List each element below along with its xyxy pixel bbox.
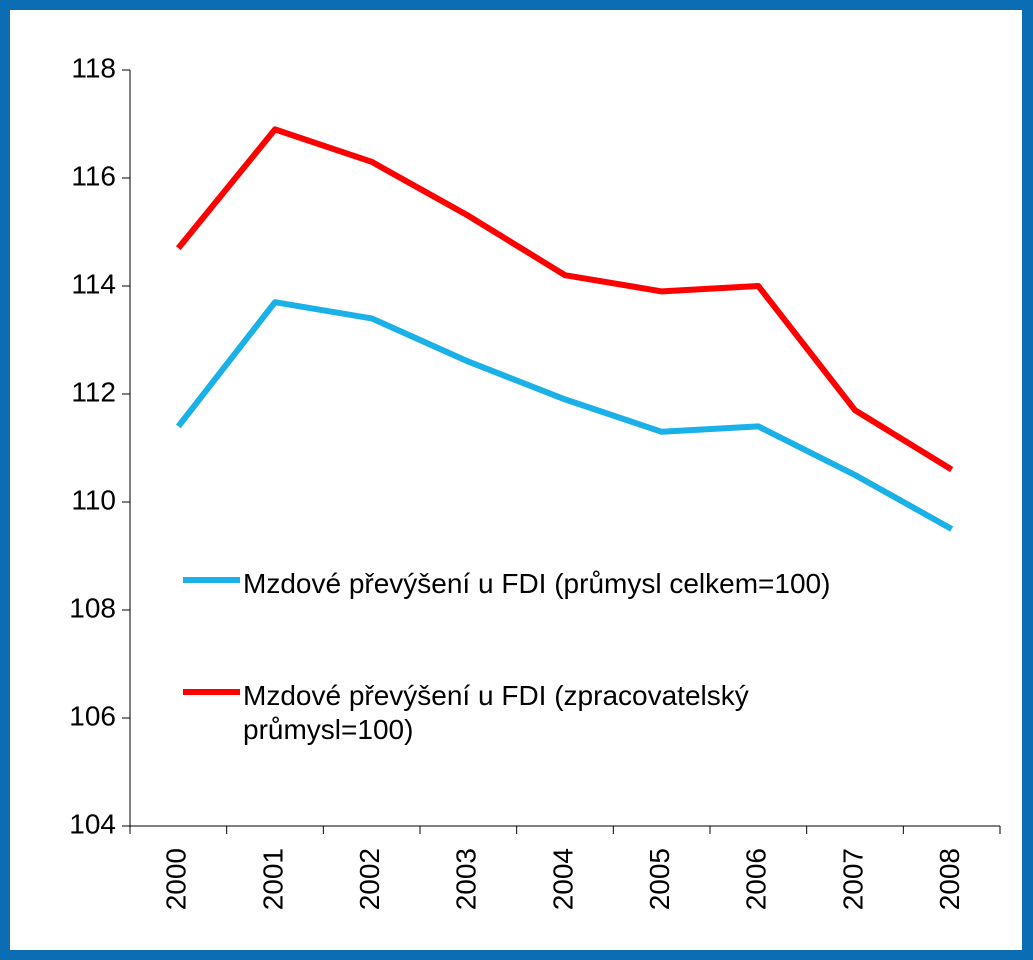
y-tick-label: 118 <box>71 52 116 83</box>
plot-background <box>10 10 1022 950</box>
legend-label: Mzdové převýšení u FDI (průmysl celkem=1… <box>243 568 831 599</box>
x-tick-label: 2007 <box>837 848 868 910</box>
x-tick-label: 2006 <box>741 848 772 910</box>
y-tick-label: 116 <box>71 160 116 191</box>
x-tick-label: 2003 <box>451 848 482 910</box>
x-tick-label: 2001 <box>257 848 288 910</box>
legend-label: Mzdové převýšení u FDI (zpracovatelský p… <box>243 680 749 745</box>
x-tick-label: 2005 <box>644 848 675 910</box>
line-series <box>176 126 954 473</box>
line-series <box>175 299 954 532</box>
x-tick-label: 2000 <box>161 848 192 910</box>
x-tick-label: 2004 <box>547 848 578 910</box>
x-tick-label: 2002 <box>354 848 385 910</box>
y-tick-label: 110 <box>71 484 116 515</box>
y-tick-label: 104 <box>69 808 116 839</box>
y-tick-label: 114 <box>71 268 116 299</box>
y-tick-label: 106 <box>69 700 116 731</box>
y-tick-label: 112 <box>71 376 116 407</box>
y-tick-label: 108 <box>69 592 116 623</box>
x-tick-label: 2008 <box>934 848 965 910</box>
